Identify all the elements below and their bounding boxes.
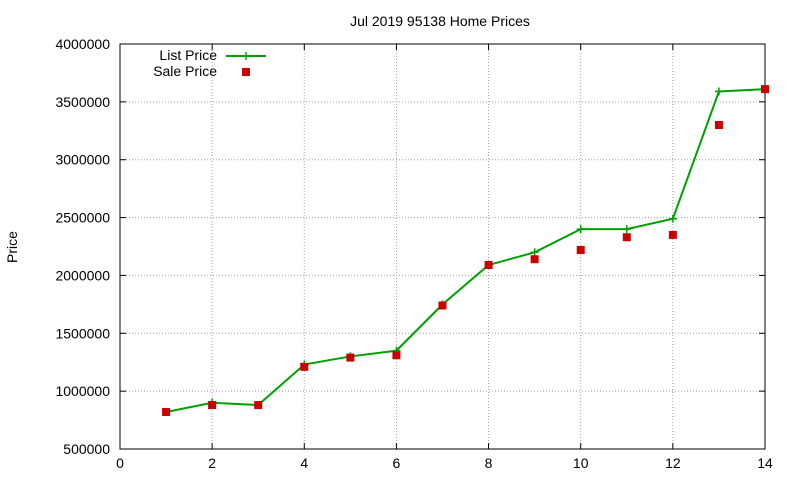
sale-price-point — [668, 230, 677, 239]
y-tick-label: 1500000 — [55, 325, 110, 341]
y-tick-label: 4000000 — [55, 36, 110, 52]
list-price-point — [622, 225, 631, 234]
sale-price-point — [714, 121, 723, 129]
x-tick-label: 12 — [665, 455, 681, 471]
y-tick-label: 2500000 — [55, 210, 110, 226]
y-axis-label: Price — [4, 231, 20, 263]
sale-price-point — [622, 233, 631, 242]
legend-label-sale-price: Sale Price — [153, 63, 217, 79]
sale-price-point — [346, 353, 355, 362]
x-tick-label: 0 — [116, 455, 124, 471]
x-tick-label: 6 — [393, 455, 401, 471]
sale-price-point — [300, 362, 309, 371]
x-tick-label: 8 — [485, 455, 493, 471]
sale-price-point — [162, 407, 171, 416]
sale-price-point — [761, 85, 769, 94]
axes: 0 2 4 6 8 10 12 14 500000 1000000 1500000 2000000 25… — [55, 36, 773, 471]
sale-price-point — [484, 261, 493, 270]
y-tick-label: 1000000 — [55, 383, 110, 399]
sale-price-point — [208, 401, 217, 410]
list-price-point — [530, 248, 539, 257]
plot-area — [162, 85, 769, 416]
list-price-line — [165, 88, 766, 413]
sale-price-point — [392, 351, 401, 360]
sale-price-point — [576, 245, 585, 254]
list-price-point — [714, 87, 723, 96]
x-tick-label: 14 — [757, 455, 773, 471]
legend-label-list-price: List Price — [159, 47, 217, 63]
x-tick-label: 2 — [208, 455, 216, 471]
x-tick-label: 10 — [573, 455, 589, 471]
sale-price-point — [438, 301, 447, 310]
x-tick-label: 4 — [300, 455, 308, 471]
y-tick-label: 2000000 — [55, 267, 110, 283]
y-tick-label: 500000 — [63, 441, 110, 457]
chart-title: Jul 2019 95138 Home Prices — [350, 13, 530, 29]
grid-lines — [120, 44, 765, 449]
sale-price-point — [254, 401, 263, 410]
sale-price-point — [530, 255, 539, 264]
legend-swatch-sale-price — [242, 68, 250, 76]
list-price-point — [668, 214, 677, 223]
y-tick-label: 3500000 — [55, 94, 110, 110]
y-tick-label: 3000000 — [55, 152, 110, 168]
list-price-point — [576, 225, 585, 234]
plot-frame — [119, 43, 766, 450]
